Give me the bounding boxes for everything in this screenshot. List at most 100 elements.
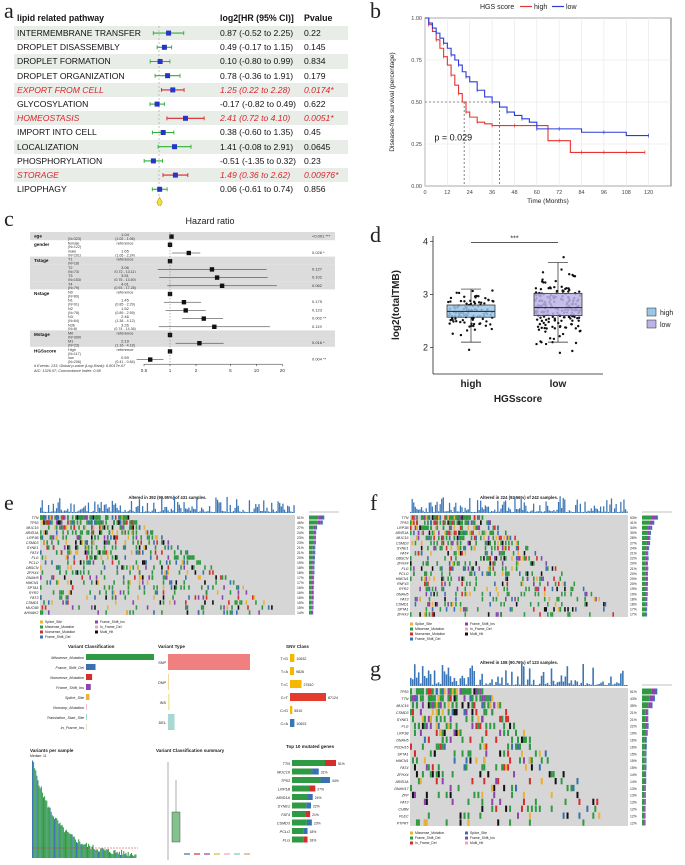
tmb-bar	[411, 498, 413, 513]
mutation-cell	[495, 778, 498, 785]
mutation-cell	[504, 596, 507, 602]
snv-bar	[290, 654, 295, 662]
mutation-cell	[62, 590, 64, 595]
mutation-cell	[548, 596, 551, 602]
mutation-cell	[156, 555, 158, 560]
mutation-cell	[234, 600, 237, 605]
mutation-cell	[444, 596, 446, 602]
mutation-cell	[57, 540, 60, 545]
gene-pct: 21%	[297, 546, 304, 550]
mutation-cell	[515, 540, 518, 546]
gene-freq-bar-missense	[642, 541, 647, 546]
mutation-cell	[132, 600, 135, 605]
mutation-cell	[459, 515, 462, 520]
gene-freq-bar-fs	[645, 778, 647, 785]
tmb-bar	[578, 684, 581, 686]
box-point	[447, 300, 450, 304]
tmb-bar	[531, 510, 533, 513]
box-x-tick-label: low	[550, 379, 567, 390]
mutation-cell	[511, 736, 514, 743]
mutation-cell	[508, 540, 510, 546]
gene-label: DNAH5	[26, 576, 38, 580]
oncoplot-grid	[410, 688, 628, 826]
gene-label: LRP1B	[27, 536, 39, 540]
gene-freq-bar-fs	[647, 551, 649, 556]
tmb-bar	[239, 511, 241, 513]
mutation-cell	[40, 575, 42, 580]
pathway-name: GLYCOSYLATION	[17, 99, 89, 109]
top10-gene: LRP1B	[278, 788, 290, 792]
vps-bar	[69, 833, 71, 858]
gene-pct: 53%	[630, 516, 637, 520]
mutation-cell	[487, 535, 490, 541]
tmb-bar	[105, 504, 107, 513]
mutation-cell	[49, 535, 52, 540]
gene-freq-bar-other	[645, 607, 647, 612]
legend-swatch	[410, 831, 413, 835]
mutation-cell	[429, 702, 432, 709]
mutation-cell	[517, 736, 519, 743]
mutation-cell	[501, 561, 504, 566]
mutation-cell	[582, 586, 585, 592]
box-point	[569, 317, 572, 320]
tmb-bar	[584, 685, 586, 686]
gene-label: SPTA1	[27, 586, 38, 590]
panel-label-g: g	[370, 656, 381, 681]
mutation-cell	[571, 586, 574, 592]
mutation-cell	[461, 591, 463, 597]
tmb-bar	[602, 681, 604, 686]
vps-bar	[46, 800, 48, 858]
cox-level: T2	[68, 266, 72, 270]
vps-bar	[104, 850, 106, 858]
gene-label: SYNE1	[27, 546, 39, 550]
mutation-cell	[450, 540, 453, 546]
km-y-tick-label: 0.75	[411, 58, 422, 64]
gene-freq-bar-missense	[642, 566, 646, 571]
gene-freq-bar-other	[644, 750, 646, 757]
box-point	[560, 268, 563, 271]
mutation-cell	[504, 545, 507, 551]
top10-gene: PCLO	[280, 830, 290, 834]
mutation-cell	[175, 555, 178, 560]
mutation-cell	[149, 530, 152, 535]
mutation-cell	[86, 530, 88, 535]
gene-pct: 12%	[630, 814, 637, 818]
legend-label: Multi_Hit	[100, 630, 113, 634]
mutation-cell	[410, 688, 412, 695]
mutation-cell	[495, 764, 498, 771]
tmb-bar	[434, 504, 437, 513]
mutation-cell	[124, 520, 127, 525]
mutation-cell	[427, 702, 430, 709]
tmb-bar	[170, 508, 172, 513]
top10-pct: 27%	[317, 788, 324, 792]
mutation-cell	[75, 570, 77, 575]
mutation-cell	[423, 722, 426, 730]
legend-label: Missense_Mutation	[45, 625, 74, 629]
gene-freq-bar-fs	[647, 556, 649, 561]
mutation-cell	[86, 520, 88, 525]
mutation-cell	[97, 520, 99, 525]
mutation-cell	[485, 750, 488, 757]
cox-point	[167, 259, 173, 264]
mutation-cell	[67, 530, 69, 535]
tmb-bar	[122, 511, 125, 513]
pathway-pvalue: 0.145	[304, 42, 326, 53]
mutation-cell	[478, 525, 481, 530]
vps-bar	[82, 844, 84, 858]
mutation-cell	[428, 596, 431, 602]
box-point	[481, 317, 485, 321]
tmb-bar	[447, 510, 449, 513]
mutation-cell	[153, 540, 155, 545]
mutation-cell	[557, 607, 560, 612]
tmb-bar	[554, 684, 557, 686]
pathway-pvalue: 0.834	[304, 56, 326, 67]
cox-p: 0.062	[312, 283, 323, 288]
mutation-cell	[75, 545, 77, 550]
mutation-cell	[114, 535, 117, 540]
vps-bar	[61, 824, 63, 858]
mutation-cell	[537, 602, 540, 607]
km-x-tick-label: 60	[534, 190, 540, 196]
snv-label: C>T	[281, 696, 289, 700]
mutation-cell	[509, 819, 512, 826]
mutation-cell	[542, 576, 544, 581]
